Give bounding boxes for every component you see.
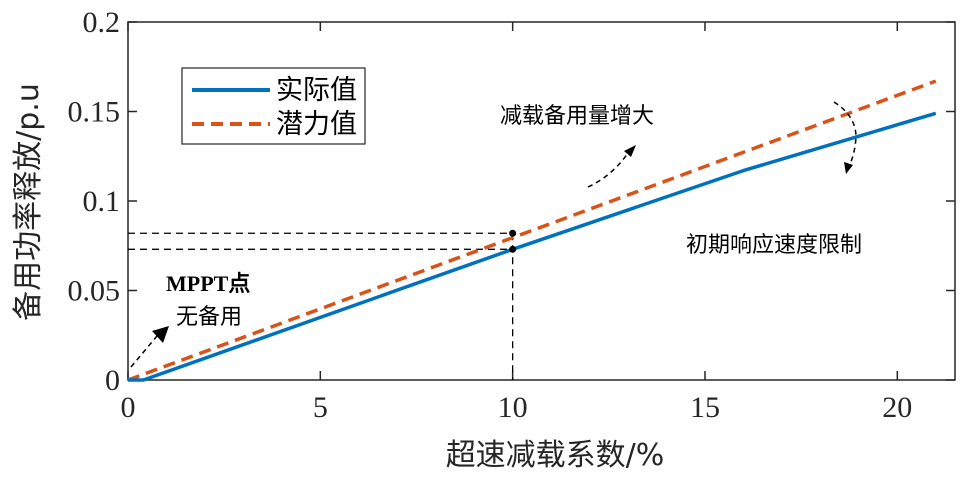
y-tick-label: 0.05	[68, 275, 121, 308]
legend-label-potential: 潜力值	[276, 109, 357, 140]
annotation-mppt: MPPT点	[166, 271, 250, 296]
reference-points	[509, 229, 517, 253]
axis-ticks: 0 5 10 15 20 0 0.05 0.1 0.15 0.2	[68, 6, 955, 424]
y-tick-label: 0.1	[83, 185, 121, 218]
reference-guides	[128, 232, 514, 380]
reserve-arrow-curve	[587, 152, 629, 188]
reference-point	[509, 229, 517, 237]
x-tick-label: 0	[121, 391, 136, 424]
y-tick-label: 0.2	[83, 6, 121, 39]
x-tick-label: 20	[882, 391, 912, 424]
x-tick-label: 10	[498, 391, 528, 424]
annotation-response-limit: 初期响应速度限制	[686, 233, 862, 258]
reference-point	[509, 245, 517, 253]
limit-arrow-curve	[833, 101, 857, 167]
y-axis-label: 备用功率释放/p.u	[11, 83, 46, 321]
x-tick-label: 5	[313, 391, 328, 424]
limit-arrowhead	[844, 162, 853, 174]
mppt-arrowhead	[152, 326, 169, 343]
y-tick-label: 0	[105, 364, 120, 397]
annotation-no-reserve: 无备用	[176, 305, 242, 330]
annotation-reserve-increase: 减载备用量增大	[500, 104, 654, 129]
legend-box	[181, 67, 366, 145]
annotation-arrows	[130, 101, 857, 368]
mppt-arrow-line	[130, 335, 158, 368]
legend-label-actual: 实际值	[276, 75, 357, 106]
reserve-arrowhead	[624, 145, 636, 157]
series-line-potential	[127, 79, 937, 382]
y-tick-label: 0.15	[68, 96, 121, 129]
legend: 实际值 潜力值	[181, 67, 366, 145]
x-axis-label: 超速减载系数/%	[446, 438, 665, 473]
x-tick-label: 15	[690, 391, 720, 424]
